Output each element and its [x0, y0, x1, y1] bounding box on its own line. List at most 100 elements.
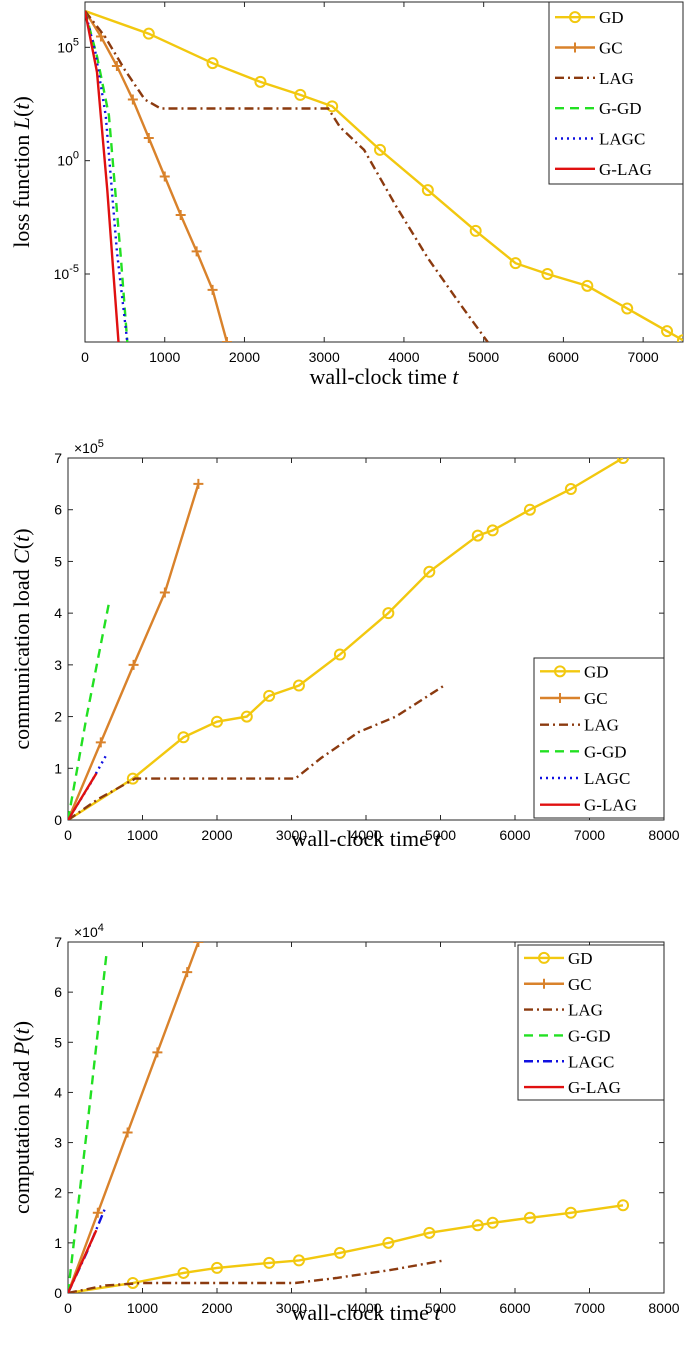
marker-plus	[193, 942, 204, 947]
series-group	[85, 9, 683, 342]
x-tick-label: 5000	[468, 349, 499, 365]
series-line-GD	[68, 458, 624, 820]
legend-box	[548, 1, 684, 185]
legend-label-GD: GD	[584, 662, 609, 681]
marker-circle	[509, 257, 522, 270]
y-tick-label: 0	[54, 812, 62, 828]
marker-plus	[191, 246, 202, 257]
marker-plus	[207, 284, 218, 295]
marker-circle	[211, 715, 223, 728]
series-line-G-LAG	[68, 1229, 98, 1293]
y-tick-label: 0	[54, 1285, 62, 1301]
x-axis-label: wall-clock time t	[291, 826, 441, 851]
marker-circle	[206, 57, 219, 70]
legend-label-GC: GC	[599, 39, 623, 58]
marker-circle	[486, 524, 499, 537]
marker-circle	[177, 731, 190, 744]
y-tick-label: 3	[54, 657, 62, 673]
y-tick-label: 2	[54, 1185, 62, 1201]
x-tick-label: 7000	[628, 349, 659, 365]
y-multiplier: ×104	[74, 922, 104, 940]
marker-plus	[143, 133, 154, 143]
marker-plus	[128, 659, 139, 670]
y-tick-label: 10-5	[54, 263, 79, 282]
legend-label-LAGC: LAGC	[584, 769, 630, 788]
marker-circle	[292, 1254, 305, 1267]
x-tick-label: 6000	[499, 1300, 530, 1316]
marker-plus	[122, 1127, 133, 1138]
x-tick-label: 0	[64, 827, 72, 843]
marker-plus	[159, 171, 170, 182]
marker-circle	[471, 529, 484, 542]
x-tick-label: 3000	[276, 1300, 307, 1316]
marker-plus	[221, 337, 232, 342]
marker-circle	[294, 88, 307, 101]
marker-circle	[617, 1199, 630, 1212]
marker-circle	[421, 184, 434, 197]
y-tick-label: 5	[54, 553, 62, 569]
series-line-GC	[85, 10, 229, 342]
legend-label-G-LAG: G-LAG	[568, 1078, 621, 1097]
marker-circle	[564, 1206, 577, 1219]
chart-1: 0 1000 2000 3000 4000 5000 6000 7000 105 100 10-5 w…	[9, 1, 684, 389]
legend-label-G-GD: G-GD	[584, 742, 627, 761]
legend-label-GD: GD	[599, 8, 624, 27]
series-line-LAG	[68, 1259, 445, 1293]
series-line-G-GD	[68, 951, 108, 1293]
y-tick-label: 5	[54, 1034, 62, 1050]
series-line-G-GD	[68, 602, 111, 820]
marker-circle	[423, 1226, 436, 1239]
x-tick-label: 2000	[201, 1300, 232, 1316]
legend: GD GC LAG G-GD LAGC G-LAG	[517, 944, 665, 1101]
x-axis-label: wall-clock time t	[309, 364, 459, 389]
marker-plus	[111, 61, 122, 72]
legend-marker	[570, 42, 580, 53]
marker-circle	[177, 1266, 190, 1279]
marker-circle	[471, 1219, 484, 1232]
series-line-G-LAG	[68, 772, 98, 820]
y-multiplier: ×105	[74, 438, 104, 456]
x-tick-label: 0	[64, 1300, 72, 1316]
x-tick-label: 4000	[350, 827, 381, 843]
legend-marker	[554, 665, 566, 678]
marker-circle	[423, 565, 436, 578]
marker-circle	[211, 1261, 223, 1274]
x-tick-label: 4000	[350, 1300, 381, 1316]
y-tick-label: 100	[57, 150, 79, 169]
y-tick-label: 7	[54, 934, 62, 950]
series-line-LAG	[85, 10, 489, 342]
series-line-GC	[68, 942, 200, 1293]
y-tick-label: 105	[57, 36, 79, 55]
marker-circle	[382, 607, 395, 620]
marker-circle	[581, 279, 594, 292]
marker-plus	[92, 1207, 103, 1218]
legend-label-LAG: LAG	[568, 1001, 603, 1020]
marker-plus	[159, 587, 170, 598]
y-tick-label: 6	[54, 984, 62, 1000]
legend-label-LAGC: LAGC	[568, 1052, 614, 1071]
y-tick-label: 1	[54, 1235, 62, 1251]
legend-label-LAG: LAG	[599, 69, 634, 88]
x-tick-label: 1000	[149, 349, 180, 365]
marker-circle	[333, 648, 346, 661]
legend-marker	[539, 978, 549, 989]
x-tick-label: 1000	[127, 1300, 158, 1316]
series-group	[68, 458, 630, 820]
y-tick-label: 4	[54, 1084, 62, 1100]
marker-circle	[326, 100, 339, 113]
marker-plus	[95, 737, 106, 748]
marker-circle	[142, 27, 155, 40]
legend: GD GC LAG G-GD LAGC G-LAG	[548, 1, 684, 185]
chart-2: 0 1000 2000 3000 4000 5000 6000 7000 8000 0 1 2 3 4 5 6…	[9, 438, 680, 851]
marker-circle	[263, 689, 276, 702]
marker-circle	[469, 224, 482, 237]
marker-circle	[617, 458, 630, 464]
y-tick-label: 1	[54, 760, 62, 776]
legend-marker	[569, 11, 581, 24]
marker-plus	[175, 210, 186, 221]
x-tick-label: 4000	[388, 349, 419, 365]
marker-circle	[661, 325, 674, 338]
marker-circle	[541, 268, 554, 280]
x-tick-label: 1000	[127, 827, 158, 843]
